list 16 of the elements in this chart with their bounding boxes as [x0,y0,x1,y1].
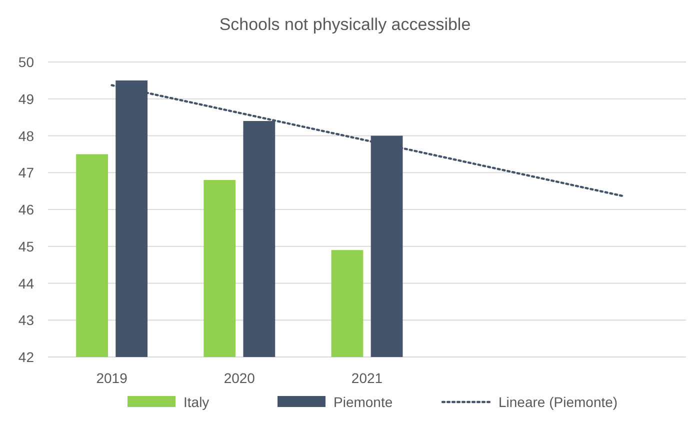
chart-title: Schools not physically accessible [219,15,471,34]
x-tick-label: 2020 [224,370,256,386]
legend-label: Italy [184,394,210,410]
y-tick-label: 49 [18,90,34,107]
y-tick-label: 45 [18,238,34,254]
y-tick-label: 44 [18,275,34,292]
y-tick-label: 50 [18,54,34,70]
legend-label: Piemonte [334,394,393,410]
y-tick-label: 47 [18,164,34,181]
y-tick-label: 43 [18,312,34,328]
y-tick-label: 46 [18,202,34,218]
legend-label: Lineare (Piemonte) [498,394,618,410]
y-tick-label: 48 [18,128,34,144]
x-tick-label: 2021 [351,370,383,386]
y-tick-label: 42 [18,349,34,365]
x-tick-label: 2019 [96,370,128,386]
